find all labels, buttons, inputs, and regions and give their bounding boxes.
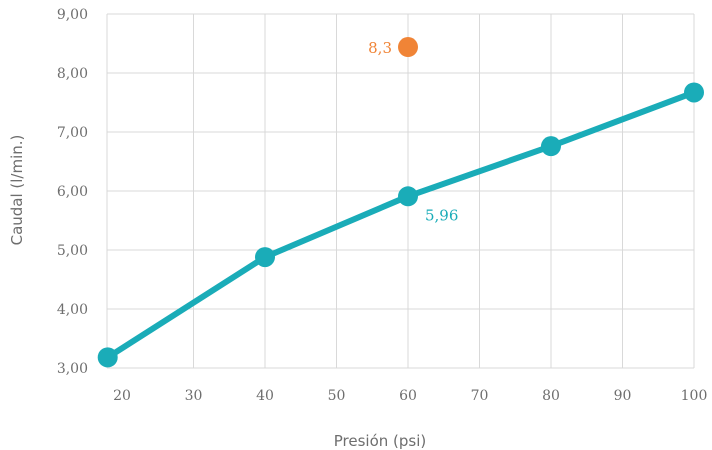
y-axis-title: Caudal (l/min.) xyxy=(8,135,26,246)
data-label: 8,3 xyxy=(368,39,392,57)
x-tick-label: 20 xyxy=(113,388,131,404)
x-axis-title: Presión (psi) xyxy=(334,432,427,450)
x-tick-label: 60 xyxy=(399,388,417,404)
data-point xyxy=(97,347,118,368)
y-tick-label: 3,00 xyxy=(57,361,88,377)
y-tick-label: 6,00 xyxy=(57,184,88,200)
x-tick-label: 40 xyxy=(256,388,274,404)
x-tick-label: 70 xyxy=(471,388,489,404)
x-tick-label: 100 xyxy=(681,388,708,404)
data-point xyxy=(398,186,418,207)
data-point xyxy=(255,247,275,268)
y-tick-label: 4,00 xyxy=(57,302,88,318)
x-tick-labels: 20 30 40 50 60 70 80 90 100 xyxy=(113,388,707,404)
data-point xyxy=(398,37,418,58)
series-layer xyxy=(97,37,704,368)
y-tick-label: 8,00 xyxy=(57,66,88,82)
x-tick-label: 50 xyxy=(328,388,346,404)
data-label: 5,96 xyxy=(425,206,458,224)
data-labels: 5,96 8,3 xyxy=(368,39,458,224)
y-tick-label: 9,00 xyxy=(57,7,88,23)
x-tick-label: 30 xyxy=(185,388,203,404)
y-tick-label: 7,00 xyxy=(57,125,88,141)
y-tick-labels: 3,00 4,00 5,00 6,00 7,00 8,00 9,00 xyxy=(57,7,88,377)
x-tick-label: 90 xyxy=(614,388,632,404)
x-tick-label: 80 xyxy=(542,388,560,404)
data-point xyxy=(684,82,704,103)
y-tick-label: 5,00 xyxy=(57,243,88,259)
data-point xyxy=(541,136,561,157)
